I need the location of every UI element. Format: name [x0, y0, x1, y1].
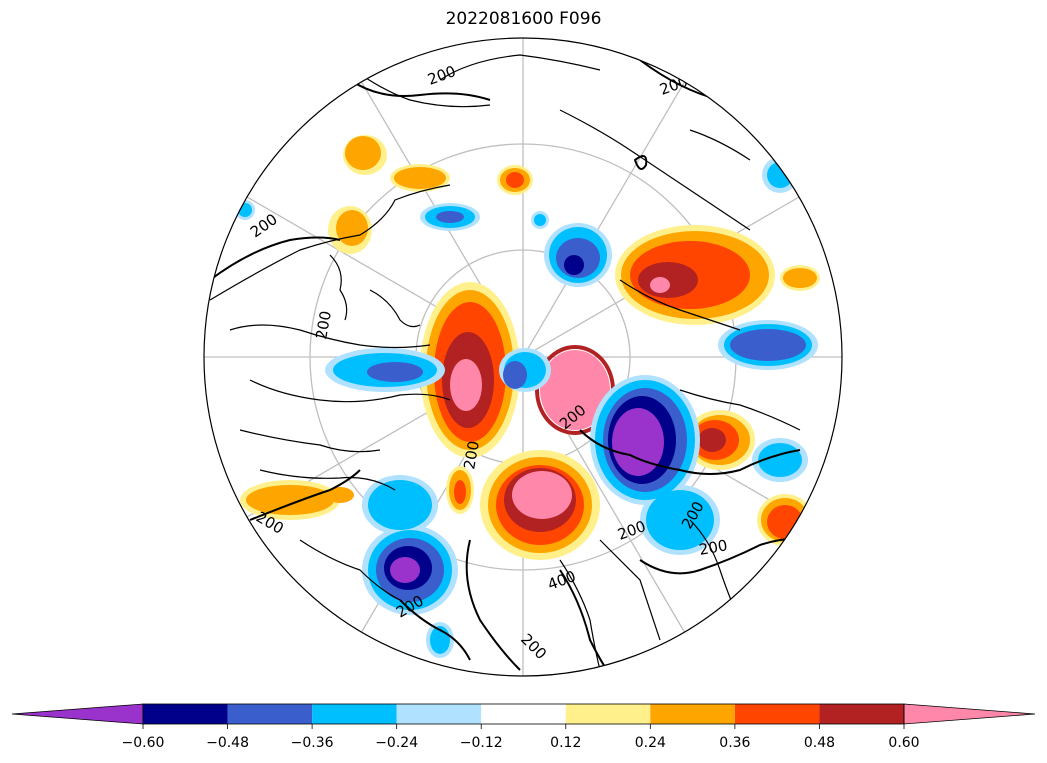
colorbar-bin: [650, 704, 735, 724]
colorbar-tick-label: −0.48: [206, 735, 249, 751]
colorbar-tick-label: 0.60: [888, 735, 920, 751]
colorbar-tick-label: 0.24: [634, 735, 666, 751]
map-title: 2022081600 F096: [445, 9, 602, 29]
colorbar-bin: [565, 704, 651, 724]
colorbar-bin: [396, 704, 482, 724]
colorbar-tick-label: −0.36: [290, 735, 334, 751]
colorbar-bin: [143, 704, 228, 724]
colorbar-bin: [819, 704, 904, 724]
map-boundary: [203, 37, 843, 677]
colorbar-tick-label: −0.60: [121, 735, 165, 751]
colorbar-bin: [734, 704, 820, 724]
colorbar-tick-label: 0.36: [719, 735, 751, 751]
colorbar-bin: [481, 704, 566, 724]
colorbar-extend-low: [11, 703, 144, 725]
colorbar-tick-label: −0.12: [459, 735, 503, 751]
contour-label: 200: [460, 439, 483, 470]
contour-label: 200: [698, 536, 729, 559]
colorbar-bin: [312, 704, 397, 724]
colorbar-extend-high: [903, 703, 1036, 725]
polar-map: 200 200 200 200 200 200 200 200 200 400 …: [203, 37, 843, 677]
colorbar-bin: [227, 704, 313, 724]
colorbar-tick-label: 0.48: [803, 735, 836, 751]
colorbar-outline: [142, 703, 905, 725]
contour-label: 200: [312, 309, 335, 340]
colorbar-tick-label: −0.24: [375, 735, 419, 751]
coastlines: [209, 54, 801, 671]
colorbar-tick-label: 0.12: [550, 735, 582, 751]
anomaly-fills: [235, 135, 820, 658]
